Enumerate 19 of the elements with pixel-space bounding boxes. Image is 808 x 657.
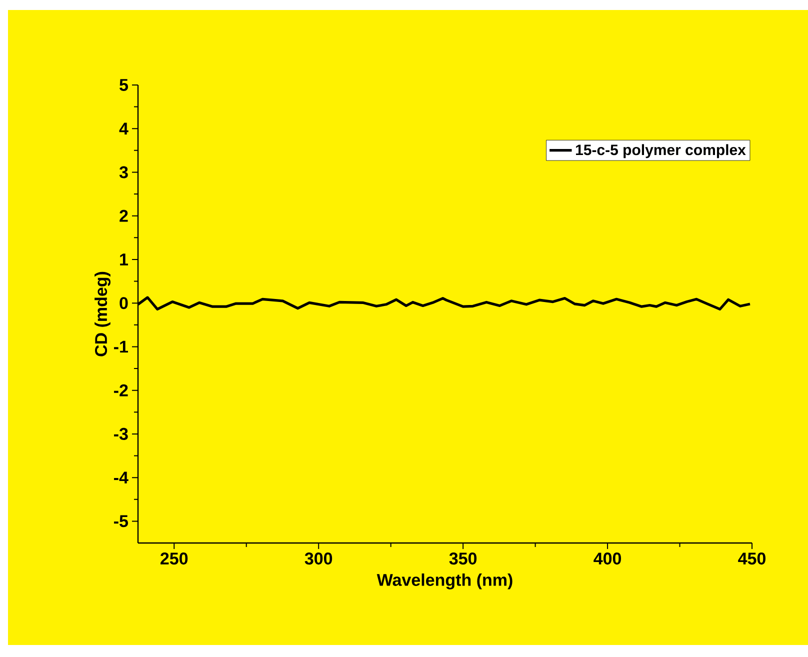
- y-tick-label: -2: [114, 384, 128, 396]
- x-tick-label: 300: [304, 552, 332, 565]
- y-tick-label: 3: [119, 166, 128, 178]
- x-tick-label: 400: [594, 552, 622, 565]
- legend-label: 15-c-5 polymer complex: [576, 144, 746, 158]
- y-tick-label: -4: [114, 472, 128, 484]
- y-tick-label: 2: [120, 210, 128, 222]
- y-tick-label: 5: [120, 79, 128, 91]
- y-tick-label: 0: [120, 297, 128, 310]
- y-tick-label: -1: [114, 340, 128, 353]
- y-tick-label: 4: [119, 122, 128, 134]
- x-axis-title: Wavelength (nm): [376, 573, 512, 590]
- x-tick-label: 250: [160, 552, 188, 565]
- x-tick-label: 450: [738, 552, 766, 565]
- y-axis-title: CD (mdeg): [94, 272, 110, 356]
- y-tick-label: -3: [114, 428, 128, 440]
- x-tick-label: 350: [449, 552, 477, 565]
- y-tick-label: 1: [120, 254, 128, 266]
- y-tick-label: -5: [114, 515, 128, 528]
